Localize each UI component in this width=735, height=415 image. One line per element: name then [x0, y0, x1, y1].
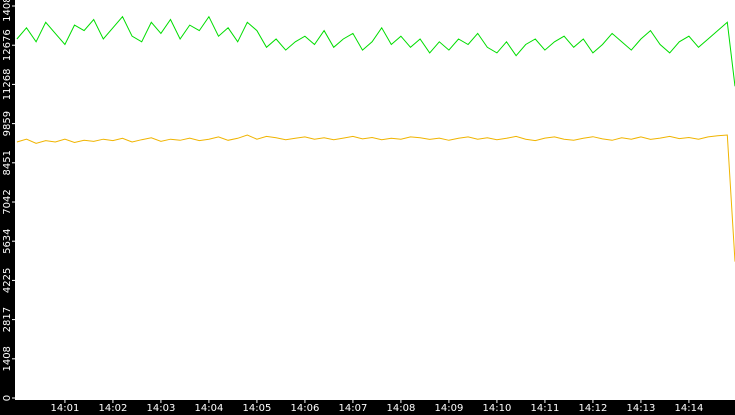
x-tick-label: 14:14	[675, 403, 704, 414]
series-line	[16, 15, 735, 87]
x-tick-label: 14:03	[147, 403, 176, 414]
y-tick-label: 14085	[2, 0, 13, 22]
x-tick-label: 14:10	[483, 403, 512, 414]
x-tick-label: 14:05	[243, 403, 272, 414]
y-tick-label: 2817	[2, 307, 13, 332]
x-tick-label: 14:11	[531, 403, 560, 414]
y-tick-label: 0	[2, 395, 13, 401]
x-tick-label: 14:01	[51, 403, 80, 414]
y-tick-label: 11268	[2, 68, 13, 100]
x-tick-label: 14:09	[435, 403, 464, 414]
y-tick-label: 1408	[2, 346, 13, 371]
x-axis-band	[0, 400, 735, 415]
x-tick-label: 14:13	[627, 403, 656, 414]
y-tick-label: 12676	[2, 29, 13, 61]
y-tick-label: 9859	[2, 111, 13, 136]
x-tick-label: 14:06	[291, 403, 320, 414]
x-tick-label: 14:02	[99, 403, 128, 414]
x-tick-label: 14:12	[579, 403, 608, 414]
y-tick-label: 8451	[2, 150, 13, 175]
y-axis-band	[0, 0, 15, 415]
x-tick-label: 14:07	[339, 403, 368, 414]
y-tick-label: 7042	[2, 189, 13, 214]
y-tick-label: 4225	[2, 268, 13, 293]
x-tick-label: 14:04	[195, 403, 224, 414]
series-line	[16, 134, 735, 262]
x-tick-label: 14:08	[387, 403, 416, 414]
y-tick-label: 5634	[2, 228, 13, 253]
